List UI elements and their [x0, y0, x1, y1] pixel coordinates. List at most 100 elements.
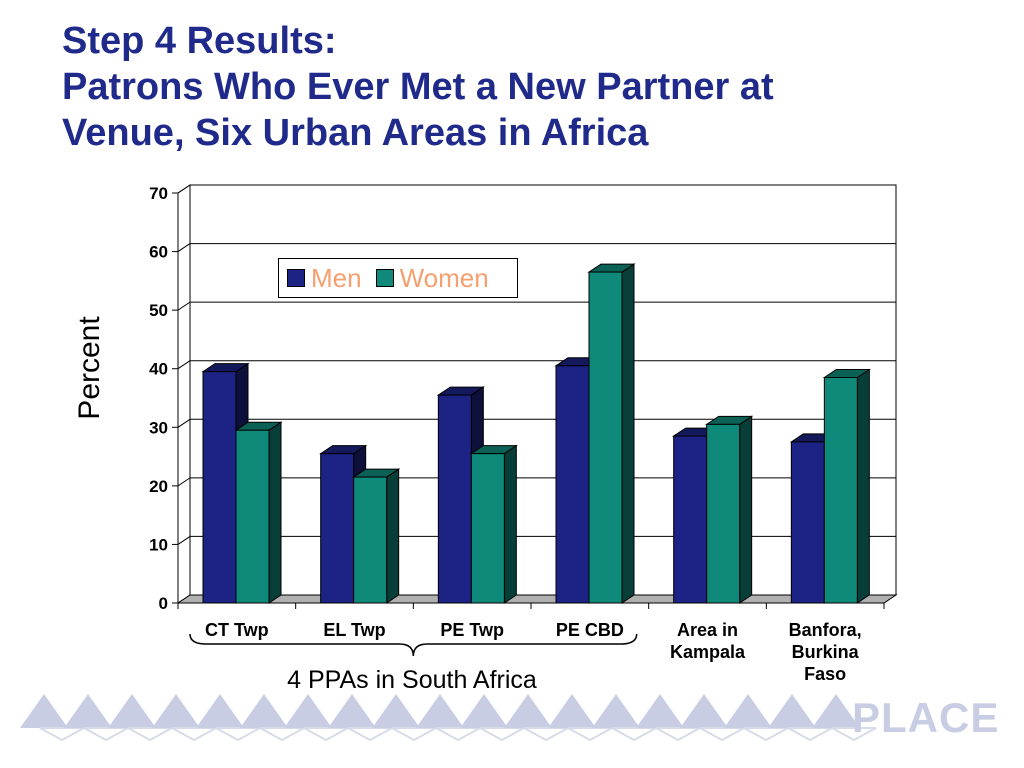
logo-reflection: [743, 727, 789, 742]
logo-peak: [680, 694, 728, 728]
x-tick-label: PE CBD: [531, 619, 649, 641]
chart-floor: [176, 594, 898, 604]
bar-men-3: [555, 365, 590, 604]
logo-reflection: [215, 727, 261, 742]
x-tick-label: Banfora, Burkina Faso: [766, 619, 884, 685]
logo-reflection: [435, 727, 481, 742]
logo-peak: [768, 694, 816, 728]
logo-peak: [812, 694, 860, 728]
logo-peak: [416, 694, 464, 728]
brace-annotation: 4 PPAs in South Africa: [287, 666, 537, 694]
x-tick-label-line: PE Twp: [440, 620, 504, 640]
logo-peak: [372, 694, 420, 728]
y-tick-label: 20: [149, 477, 168, 496]
x-tick-label-line: CT Twp: [205, 620, 269, 640]
gridline-side: [177, 301, 191, 311]
bar-women-2: [470, 453, 505, 604]
y-tick-label: 10: [149, 535, 168, 554]
logo-peak: [460, 694, 508, 728]
logo-peak: [328, 694, 376, 728]
y-tick-label: 40: [149, 360, 168, 379]
bar-women-2-side: [503, 444, 517, 604]
legend-label-men: Men: [311, 262, 362, 293]
logo-reflection: [611, 727, 657, 742]
logo-peak: [152, 694, 200, 728]
x-tick-label: Area in Kampala: [649, 619, 767, 663]
logo-reflection: [655, 727, 701, 742]
gridline-side: [177, 243, 191, 252]
x-tick-label-line: Kampala: [669, 642, 746, 662]
logo-reflection: [831, 727, 877, 742]
logo-peak: [64, 694, 112, 728]
bar-men-2: [437, 394, 472, 604]
logo-peak: [108, 694, 156, 728]
logo-reflection: [83, 727, 129, 742]
y-tick-label: 70: [149, 184, 168, 203]
y-tick-label: 50: [149, 301, 168, 320]
y-tick-label: 0: [159, 594, 168, 613]
x-tick-label-line: Area in: [676, 620, 739, 640]
logo-reflection: [699, 727, 745, 742]
chart-back-wall: [189, 184, 897, 596]
logo-reflection: [127, 727, 173, 742]
logo-peak: [592, 694, 640, 728]
bar-women-4: [706, 423, 741, 604]
chart-legend: Men Women: [278, 258, 518, 298]
legend-swatch-women: [375, 269, 394, 287]
gridline-side: [177, 477, 191, 487]
bar-women-3-side: [621, 263, 635, 604]
gridline-side: [177, 536, 191, 545]
place-logo-text: PLACE: [852, 694, 1000, 741]
x-tick-label-line: Banfora,: [788, 620, 862, 640]
gridline-side: [177, 184, 191, 194]
x-tick-label-line: PE CBD: [555, 620, 624, 640]
place-logo-mountains: [20, 694, 877, 742]
bar-women-4-side: [739, 415, 753, 604]
bar-men-5: [790, 441, 825, 604]
logo-peak: [724, 694, 772, 728]
logo-reflection: [303, 727, 349, 742]
gridline-side: [177, 418, 191, 428]
x-tick-label-line: EL Twp: [323, 620, 386, 640]
bar-women-0: [235, 429, 270, 604]
bar-men-0: [202, 371, 237, 604]
logo-reflection: [787, 727, 833, 742]
title-line-3: Venue, Six Urban Areas in Africa: [62, 112, 649, 154]
logo-peak: [284, 694, 332, 728]
x-tick-label: CT Twp: [178, 619, 296, 641]
logo-reflection: [347, 727, 393, 742]
logo-reflection: [391, 727, 437, 742]
legend-swatch-men: [287, 269, 305, 287]
slide-title: Step 4 Results: Patrons Who Ever Met a N…: [62, 18, 1002, 156]
logo-peak: [20, 694, 68, 728]
bar-women-1-side: [386, 468, 400, 604]
x-tick-label: PE Twp: [413, 619, 531, 641]
x-tick-label-line: Faso: [804, 664, 847, 684]
x-tick-label: EL Twp: [296, 619, 414, 641]
bar-women-1: [353, 476, 388, 604]
logo-peak: [196, 694, 244, 728]
bar-men-1: [320, 453, 355, 604]
logo-reflection: [479, 727, 525, 742]
logo-reflection: [39, 727, 85, 742]
bar-men-4: [673, 435, 708, 604]
bar-women-3: [588, 271, 623, 604]
category-brace: [189, 633, 638, 657]
title-line-1: Step 4 Results:: [62, 20, 337, 62]
logo-reflection: [567, 727, 613, 742]
logo-reflection: [171, 727, 217, 742]
logo-peak: [240, 694, 288, 728]
bar-women-5: [823, 377, 858, 604]
logo-reflection: [259, 727, 305, 742]
logo-peak: [504, 694, 552, 728]
logo-peak: [636, 694, 684, 728]
y-axis-label: Percent: [73, 316, 106, 420]
y-tick-label: 60: [149, 243, 168, 262]
bar-women-5-side: [856, 368, 870, 604]
x-tick-label-line: Burkina: [791, 642, 859, 662]
logo-reflection: [523, 727, 569, 742]
logo-peak: [548, 694, 596, 728]
bar-women-0-side: [268, 421, 282, 604]
y-tick-label: 30: [149, 418, 168, 437]
